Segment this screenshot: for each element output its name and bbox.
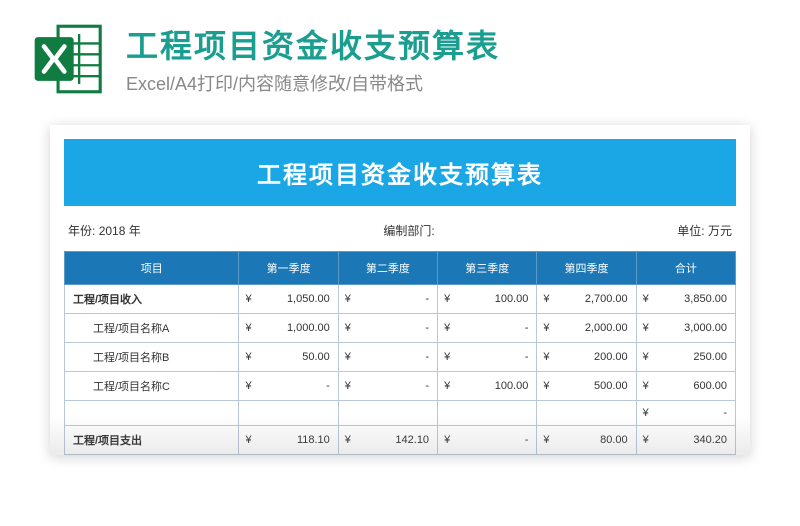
page-header: 工程项目资金收支预算表 Excel/A4打印/内容随意修改/自带格式 [0,0,800,113]
document-preview: 工程项目资金收支预算表 年份: 2018 年 编制部门: 单位: 万元 项目 第… [50,125,750,455]
cell-q1: ¥50.00 [239,343,338,372]
cell-q3: ¥- [438,343,537,372]
sub-title: Excel/A4打印/内容随意修改/自带格式 [126,70,500,96]
table-row: ¥- [65,401,736,426]
cell-q3: ¥- [438,314,537,343]
table-row: 工程/项目名称A¥1,000.00¥-¥-¥2,000.00¥3,000.00 [65,314,736,343]
cell-total: ¥3,850.00 [636,285,735,314]
row-label: 工程/项目收入 [65,285,239,314]
excel-file-icon [30,20,108,103]
budget-table: 项目 第一季度 第二季度 第三季度 第四季度 合计 工程/项目收入¥1,050.… [64,251,736,455]
cell-q4: ¥2,700.00 [537,285,636,314]
cell-q3: ¥- [438,426,537,455]
cell-total: ¥340.20 [636,426,735,455]
col-q2: 第二季度 [338,252,437,285]
row-label: 工程/项目名称B [65,343,239,372]
table-row: 工程/项目名称B¥50.00¥-¥-¥200.00¥250.00 [65,343,736,372]
meta-row: 年份: 2018 年 编制部门: 单位: 万元 [64,206,736,251]
meta-dept: 编制部门: [383,222,434,239]
table-row: 工程/项目收入¥1,050.00¥-¥100.00¥2,700.00¥3,850… [65,285,736,314]
row-label: 工程/项目名称A [65,314,239,343]
sheet-title-banner: 工程项目资金收支预算表 [64,139,736,206]
cell-q3 [438,401,537,426]
cell-q4: ¥200.00 [537,343,636,372]
cell-q4 [537,401,636,426]
table-row: 工程/项目名称C¥-¥-¥100.00¥500.00¥600.00 [65,372,736,401]
cell-q4: ¥80.00 [537,426,636,455]
table-row: 工程/项目支出¥118.10¥142.10¥-¥80.00¥340.20 [65,426,736,455]
cell-total: ¥3,000.00 [636,314,735,343]
cell-q1 [239,401,338,426]
cell-q4: ¥500.00 [537,372,636,401]
cell-q4: ¥2,000.00 [537,314,636,343]
title-block: 工程项目资金收支预算表 Excel/A4打印/内容随意修改/自带格式 [126,27,500,95]
cell-q2: ¥142.10 [338,426,437,455]
col-q4: 第四季度 [537,252,636,285]
meta-unit: 单位: 万元 [677,222,732,239]
cell-q2: ¥- [338,343,437,372]
row-label [65,401,239,426]
col-q1: 第一季度 [239,252,338,285]
cell-q2: ¥- [338,285,437,314]
cell-q3: ¥100.00 [438,285,537,314]
main-title: 工程项目资金收支预算表 [126,27,500,65]
cell-q1: ¥1,050.00 [239,285,338,314]
table-header-row: 项目 第一季度 第二季度 第三季度 第四季度 合计 [65,252,736,285]
cell-q2 [338,401,437,426]
col-item: 项目 [65,252,239,285]
row-label: 工程/项目名称C [65,372,239,401]
col-total: 合计 [636,252,735,285]
cell-q1: ¥118.10 [239,426,338,455]
cell-q1: ¥1,000.00 [239,314,338,343]
cell-q2: ¥- [338,314,437,343]
cell-total: ¥600.00 [636,372,735,401]
cell-q2: ¥- [338,372,437,401]
meta-year: 年份: 2018 年 [68,222,141,239]
col-q3: 第三季度 [438,252,537,285]
cell-total: ¥250.00 [636,343,735,372]
cell-q3: ¥100.00 [438,372,537,401]
cell-q1: ¥- [239,372,338,401]
row-label: 工程/项目支出 [65,426,239,455]
cell-total: ¥- [636,401,735,426]
